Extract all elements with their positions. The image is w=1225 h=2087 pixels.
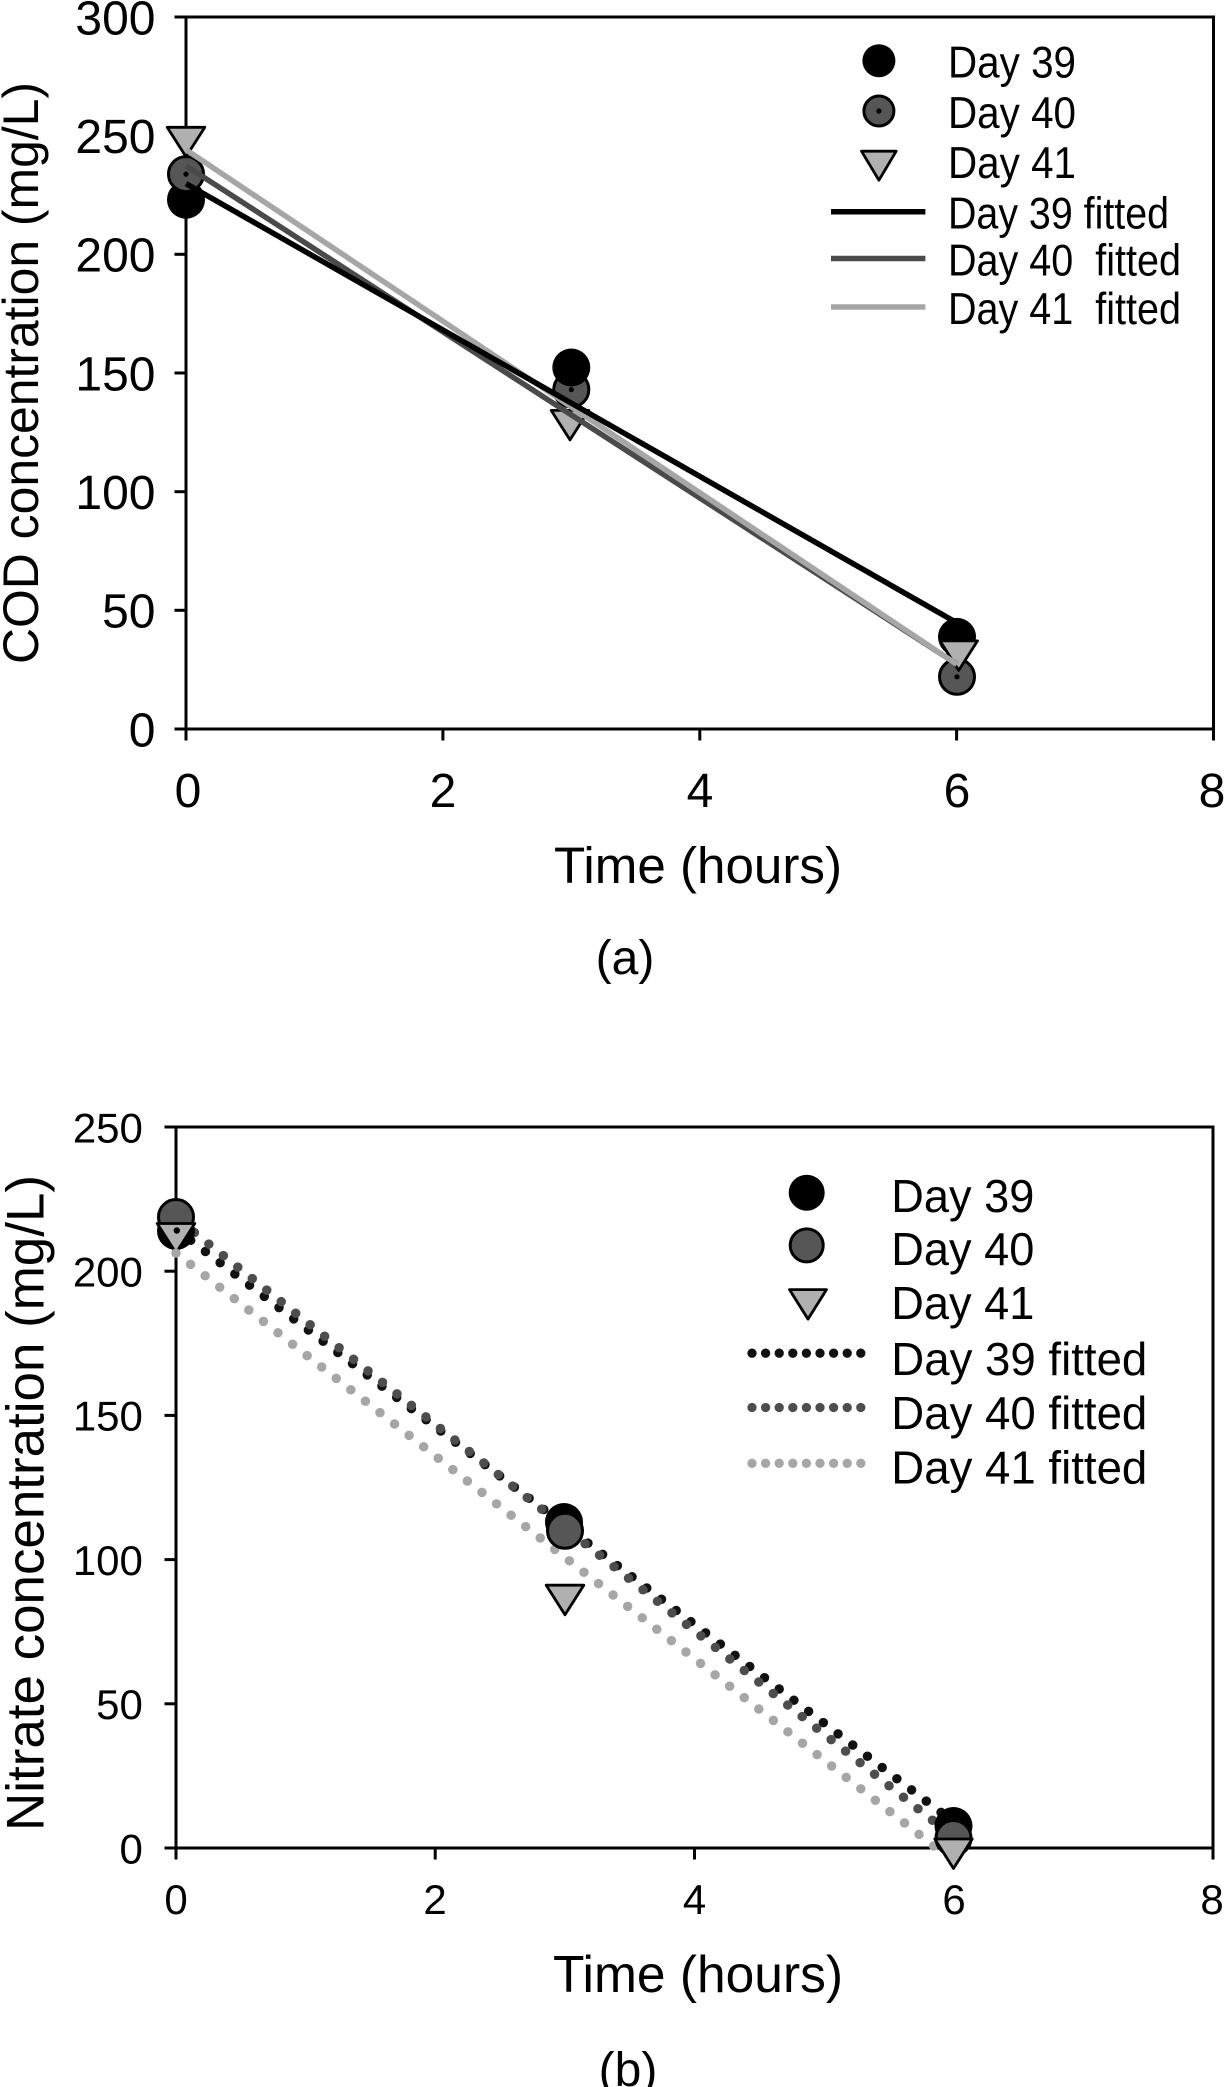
svg-text:6: 6 bbox=[942, 1876, 965, 1923]
svg-text:2: 2 bbox=[430, 765, 457, 818]
svg-text:Time (hours): Time (hours) bbox=[553, 1945, 843, 2003]
svg-text:Day 40: Day 40 bbox=[891, 1223, 1034, 1275]
svg-text:Day 39: Day 39 bbox=[891, 1170, 1034, 1222]
svg-text:(b): (b) bbox=[599, 2044, 658, 2087]
svg-text:Time (hours): Time (hours) bbox=[554, 837, 842, 894]
svg-text:Day 40 fitted: Day 40 fitted bbox=[948, 237, 1181, 286]
svg-text:Day 41: Day 41 bbox=[891, 1277, 1034, 1329]
svg-text:100: 100 bbox=[73, 1537, 143, 1584]
svg-text:Day 41 fitted: Day 41 fitted bbox=[948, 285, 1181, 334]
svg-text:Day 40: Day 40 bbox=[948, 89, 1076, 138]
svg-text:150: 150 bbox=[75, 348, 155, 401]
svg-text:150: 150 bbox=[73, 1393, 143, 1440]
svg-text:200: 200 bbox=[73, 1249, 143, 1296]
svg-text:Day 39 fitted: Day 39 fitted bbox=[948, 190, 1169, 239]
svg-text:(a): (a) bbox=[596, 932, 655, 985]
svg-text:Nitrate concentration (mg/L): Nitrate concentration (mg/L) bbox=[0, 1175, 56, 1831]
svg-text:250: 250 bbox=[73, 1104, 143, 1151]
svg-text:250: 250 bbox=[75, 111, 155, 164]
svg-text:4: 4 bbox=[687, 765, 714, 818]
svg-text:300: 300 bbox=[75, 0, 155, 45]
svg-text:8: 8 bbox=[1200, 1876, 1223, 1923]
svg-text:6: 6 bbox=[944, 765, 971, 818]
svg-text:50: 50 bbox=[102, 586, 155, 639]
svg-text:4: 4 bbox=[683, 1876, 706, 1923]
svg-text:Day 40 fitted: Day 40 fitted bbox=[891, 1387, 1147, 1439]
svg-text:Day 39: Day 39 bbox=[948, 39, 1076, 88]
svg-text:50: 50 bbox=[96, 1681, 143, 1728]
svg-text:2: 2 bbox=[423, 1876, 446, 1923]
svg-text:200: 200 bbox=[75, 230, 155, 283]
svg-text:0: 0 bbox=[129, 704, 156, 757]
svg-text:0: 0 bbox=[120, 1825, 143, 1872]
svg-text:0: 0 bbox=[164, 1876, 187, 1923]
svg-text:100: 100 bbox=[75, 467, 155, 520]
svg-text:0: 0 bbox=[175, 765, 202, 818]
svg-text:COD concentration (mg/L): COD concentration (mg/L) bbox=[0, 82, 49, 664]
svg-text:Day 39 fitted: Day 39 fitted bbox=[891, 1333, 1147, 1385]
svg-text:Day 41 fitted: Day 41 fitted bbox=[891, 1442, 1147, 1494]
svg-text:Day 41: Day 41 bbox=[948, 139, 1076, 188]
svg-text:8: 8 bbox=[1199, 765, 1225, 818]
